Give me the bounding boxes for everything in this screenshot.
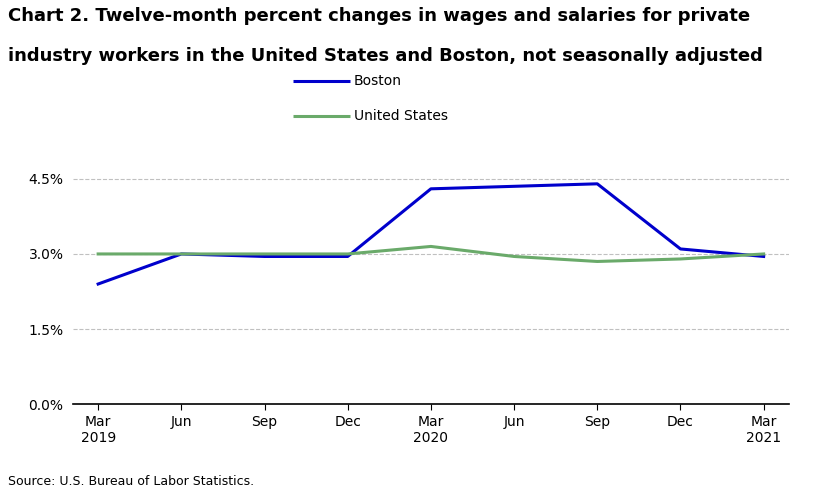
- Text: United States: United States: [354, 109, 448, 123]
- Boston: [676, 246, 685, 252]
- United States: [593, 258, 602, 264]
- Boston: [593, 181, 602, 187]
- Boston: [426, 186, 436, 192]
- United States: [93, 251, 103, 257]
- Boston: [759, 253, 768, 259]
- United States: [676, 256, 685, 262]
- United States: [509, 253, 519, 259]
- United States: [759, 251, 768, 257]
- Boston: [259, 253, 269, 259]
- Boston: [509, 183, 519, 189]
- Line: Boston: Boston: [98, 184, 763, 284]
- United States: [343, 251, 353, 257]
- Text: industry workers in the United States and Boston, not seasonally adjusted: industry workers in the United States an…: [8, 47, 763, 65]
- Boston: [93, 281, 103, 287]
- Text: Chart 2. Twelve-month percent changes in wages and salaries for private: Chart 2. Twelve-month percent changes in…: [8, 7, 750, 26]
- United States: [259, 251, 269, 257]
- Boston: [176, 251, 186, 257]
- United States: [426, 244, 436, 249]
- United States: [176, 251, 186, 257]
- Line: United States: United States: [98, 246, 763, 261]
- Text: Boston: Boston: [354, 74, 402, 88]
- Text: Source: U.S. Bureau of Labor Statistics.: Source: U.S. Bureau of Labor Statistics.: [8, 475, 254, 488]
- Boston: [343, 253, 353, 259]
